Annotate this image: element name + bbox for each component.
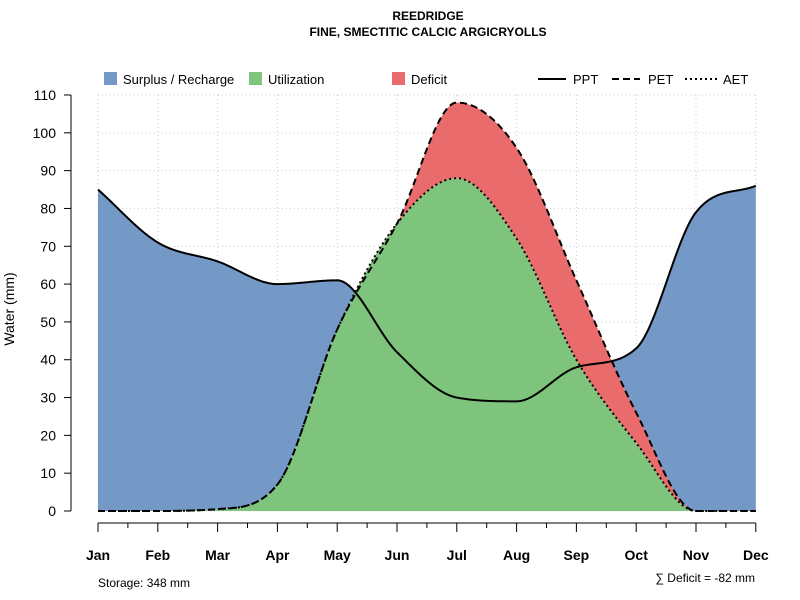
deficit-annotation: ∑ Deficit = -82 mm: [655, 571, 755, 585]
x-tick-label: May: [324, 547, 351, 563]
legend-label-deficit: Deficit: [411, 72, 448, 87]
x-tick-label: Jun: [385, 547, 410, 563]
y-tick-label: 110: [34, 87, 57, 103]
y-tick-label: 90: [40, 163, 56, 179]
x-tick-label: Mar: [205, 547, 230, 563]
area-layer: [98, 102, 756, 511]
x-tick-label: Nov: [683, 547, 710, 563]
chart-subtitle: FINE, SMECTITIC CALCIC ARGICRYOLLS: [309, 25, 546, 39]
x-tick-label: Oct: [625, 547, 649, 563]
storage-annotation: Storage: 348 mm: [98, 576, 190, 590]
legend-label-ppt: PPT: [573, 72, 598, 87]
area-utilization: [98, 178, 756, 511]
x-tick-label: Aug: [503, 547, 530, 563]
legend-label-surplus: Surplus / Recharge: [123, 72, 234, 87]
chart-title: REEDRIDGE: [392, 9, 463, 23]
legend-swatch-deficit: [392, 72, 405, 85]
y-tick-label: 40: [40, 352, 56, 368]
y-tick-label: 70: [40, 238, 56, 254]
y-tick-label: 100: [33, 125, 57, 141]
y-tick-label: 30: [40, 390, 56, 406]
line-aet: [98, 177, 756, 512]
x-tick-label: Jan: [86, 547, 110, 563]
y-axis-label: Water (mm): [1, 272, 17, 345]
y-tick-label: 80: [40, 200, 56, 216]
legend-swatch-surplus: [104, 72, 117, 85]
line-pet: [98, 101, 756, 512]
legend-swatch-utilization: [249, 72, 262, 85]
x-tick-label: Sep: [564, 547, 590, 563]
x-tick-label: Apr: [265, 547, 290, 563]
y-tick-label: 10: [40, 465, 56, 481]
legend-label-utilization: Utilization: [268, 72, 324, 87]
x-tick-label: Dec: [743, 547, 769, 563]
area-surplus-recharge: [98, 178, 756, 511]
line-layer: [97, 101, 757, 512]
y-tick-label: 0: [48, 503, 56, 519]
legend-label-pet: PET: [648, 72, 673, 87]
line-ppt: [97, 184, 757, 403]
y-tick-label: 60: [40, 276, 56, 292]
legend-label-aet: AET: [723, 72, 748, 87]
y-tick-label: 50: [40, 314, 56, 330]
y-axis: 0 10 20 30 40 50 60 70 80 90 100 110: [33, 87, 72, 519]
x-axis: Jan Feb Mar Apr May Jun Jul Aug Sep Oct Nov Dec: [86, 522, 769, 563]
x-tick-label: Jul: [447, 547, 467, 563]
x-tick-label: Feb: [145, 547, 170, 563]
area-deficit: [98, 102, 756, 511]
legend: Surplus / Recharge Utilization Deficit P…: [104, 72, 748, 87]
y-tick-label: 20: [40, 427, 56, 443]
